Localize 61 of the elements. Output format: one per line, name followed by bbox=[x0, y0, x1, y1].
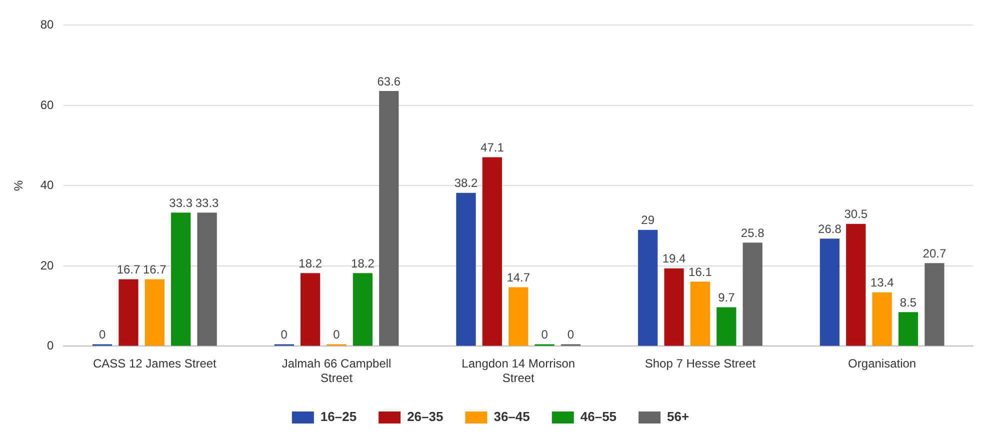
bar bbox=[664, 268, 684, 346]
y-tick-label: 40 bbox=[40, 178, 54, 192]
x-tick-label: Langdon 14 Morrison Street bbox=[462, 356, 576, 386]
bar bbox=[456, 192, 476, 346]
bar bbox=[846, 224, 866, 346]
data-label: 13.4 bbox=[870, 276, 894, 290]
data-label: 0 bbox=[541, 328, 548, 342]
data-label: 16.7 bbox=[116, 262, 140, 277]
bar bbox=[352, 273, 373, 346]
data-label: 33.3 bbox=[169, 196, 193, 210]
data-label: 19.4 bbox=[662, 252, 686, 266]
data-label: 0 bbox=[98, 328, 106, 342]
y-tick-label: 80 bbox=[40, 18, 54, 32]
bar bbox=[508, 287, 528, 346]
data-label: 18.2 bbox=[298, 256, 322, 270]
bar bbox=[144, 279, 164, 346]
data-label: 0 bbox=[567, 328, 574, 342]
bar bbox=[690, 282, 710, 346]
data-label: 0 bbox=[280, 328, 288, 342]
legend-label: 36–45 bbox=[494, 409, 530, 424]
data-label: 8.5 bbox=[900, 295, 917, 310]
data-label: 38.2 bbox=[454, 176, 478, 190]
data-label: 20.7 bbox=[922, 246, 946, 260]
data-label: 26.8 bbox=[818, 222, 842, 236]
legend-label: 56+ bbox=[667, 409, 690, 424]
x-tick-label: Organisation bbox=[848, 356, 916, 371]
bar bbox=[898, 312, 918, 346]
bar bbox=[118, 279, 138, 346]
y-axis-title: % bbox=[12, 180, 26, 192]
data-label: 30.5 bbox=[844, 207, 868, 222]
bar bbox=[300, 273, 320, 346]
bar bbox=[171, 212, 191, 346]
data-label: 47.1 bbox=[480, 140, 504, 155]
data-label: 16.1 bbox=[688, 264, 712, 279]
data-label: 29 bbox=[641, 213, 655, 228]
y-tick-label: 20 bbox=[40, 258, 54, 272]
bar bbox=[742, 242, 762, 346]
bar bbox=[482, 157, 502, 346]
data-label: 63.6 bbox=[377, 74, 401, 88]
data-label: 0 bbox=[333, 328, 340, 342]
bar bbox=[924, 263, 944, 346]
bar bbox=[872, 292, 892, 346]
bar bbox=[379, 91, 399, 346]
bar bbox=[638, 230, 658, 346]
legend-label: 26–35 bbox=[407, 409, 444, 424]
data-label: 16.7 bbox=[142, 262, 167, 277]
x-tick-label: CASS 12 James Street bbox=[92, 356, 218, 371]
data-label: 18.2 bbox=[351, 256, 375, 270]
data-label: 9.7 bbox=[718, 290, 736, 305]
data-label: 14.7 bbox=[506, 270, 530, 285]
legend-label: 46–55 bbox=[580, 409, 617, 424]
bar bbox=[820, 238, 840, 346]
x-tick-label: Jalmah 66 Campbell Street bbox=[282, 356, 392, 386]
bar bbox=[716, 307, 736, 346]
data-label: 25.8 bbox=[740, 226, 765, 240]
y-tick-label: 0 bbox=[47, 338, 54, 353]
x-tick-label: Shop 7 Hesse Street bbox=[644, 356, 756, 371]
legend-label: 16–25 bbox=[320, 409, 357, 424]
bar bbox=[197, 212, 217, 346]
data-label: 33.3 bbox=[195, 196, 220, 210]
y-tick-label: 60 bbox=[40, 98, 54, 112]
